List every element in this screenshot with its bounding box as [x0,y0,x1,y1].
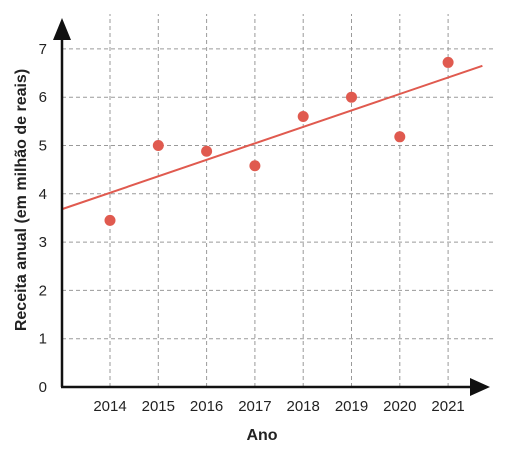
data-points [104,56,454,226]
x-axis-arrow [470,378,490,396]
data-point-2014 [104,214,116,226]
data-point-2016 [201,145,213,157]
data-point-2018 [297,111,309,123]
y-tick-label-3: 3 [39,234,47,251]
y-tick-label-0: 0 [39,379,47,396]
x-tick-label-2019: 2019 [335,398,368,415]
y-axis-arrow [53,18,71,40]
data-point-2017 [249,160,261,172]
data-point-2020 [394,131,406,143]
x-tick-label-2016: 2016 [190,398,223,415]
axes [53,18,490,396]
grid [62,14,494,387]
x-tick-label-2018: 2018 [287,398,320,415]
y-tick-label-2: 2 [39,282,47,299]
data-point-2021 [442,56,454,68]
y-tick-label-5: 5 [39,138,47,155]
y-axis-title: Receita anual (em milhão de reais) [13,69,30,331]
data-point-2015 [152,140,164,151]
trend-line [61,64,483,211]
x-tick-label-2014: 2014 [93,398,126,415]
y-tick-label-1: 1 [39,331,47,348]
x-tick-label-2017: 2017 [238,398,271,415]
y-tick-label-4: 4 [39,186,47,203]
y-tick-label-7: 7 [39,41,47,58]
y-tick-labels: 0 1 2 3 4 5 6 7 [39,41,47,396]
x-axis-title: Ano [246,427,277,444]
y-tick-label-6: 6 [39,89,47,106]
x-tick-labels: 2014 2015 2016 2017 2018 2019 2020 2021 [93,398,464,415]
x-tick-label-2020: 2020 [383,398,416,415]
x-tick-label-2021: 2021 [431,398,464,415]
data-point-2019 [346,91,357,103]
x-tick-label-2015: 2015 [142,398,175,415]
